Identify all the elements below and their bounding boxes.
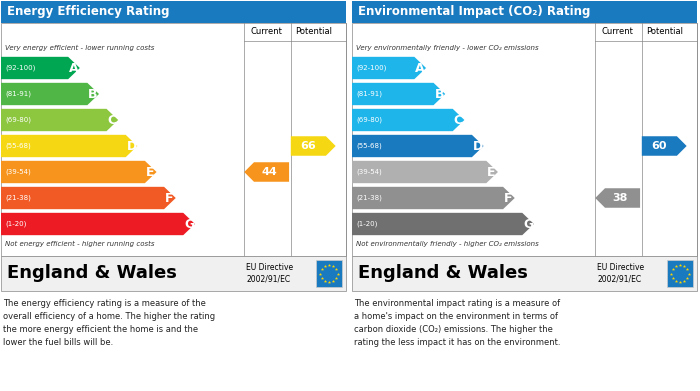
Text: Energy Efficiency Rating: Energy Efficiency Rating: [7, 5, 169, 18]
Polygon shape: [1, 213, 195, 235]
Text: (21-38): (21-38): [5, 195, 31, 201]
Bar: [1, 23, 346, 256]
Text: B: B: [435, 88, 444, 100]
Text: 66: 66: [300, 141, 316, 151]
Text: EU Directive
2002/91/EC: EU Directive 2002/91/EC: [246, 263, 293, 284]
Bar: [352, 256, 697, 291]
Text: Environmental Impact (CO₂) Rating: Environmental Impact (CO₂) Rating: [358, 5, 590, 18]
Polygon shape: [352, 83, 445, 105]
Polygon shape: [1, 135, 137, 157]
Text: 44: 44: [261, 167, 277, 177]
Text: G: G: [184, 217, 195, 231]
Polygon shape: [290, 136, 336, 156]
Text: E: E: [487, 165, 496, 179]
Text: England & Wales: England & Wales: [7, 264, 177, 283]
Text: Potential: Potential: [645, 27, 682, 36]
Bar: [316, 260, 342, 287]
Text: (39-54): (39-54): [356, 169, 382, 175]
Text: Not energy efficient - higher running costs: Not energy efficient - higher running co…: [5, 241, 155, 247]
Text: (81-91): (81-91): [356, 91, 382, 97]
Polygon shape: [352, 161, 498, 183]
Text: F: F: [504, 192, 512, 204]
Text: England & Wales: England & Wales: [358, 264, 528, 283]
Text: (81-91): (81-91): [5, 91, 31, 97]
Text: C: C: [108, 113, 117, 127]
Polygon shape: [352, 135, 484, 157]
Text: Very energy efficient - lower running costs: Very energy efficient - lower running co…: [5, 45, 155, 51]
Text: Very environmentally friendly - lower CO₂ emissions: Very environmentally friendly - lower CO…: [356, 45, 538, 51]
Polygon shape: [244, 162, 289, 182]
Polygon shape: [352, 109, 464, 131]
Text: (55-68): (55-68): [356, 143, 382, 149]
Text: EU Directive
2002/91/EC: EU Directive 2002/91/EC: [597, 263, 644, 284]
Polygon shape: [642, 136, 687, 156]
Bar: [352, 23, 697, 256]
Text: A: A: [415, 61, 425, 75]
Text: The environmental impact rating is a measure of
a home's impact on the environme: The environmental impact rating is a mea…: [354, 299, 561, 346]
Text: (55-68): (55-68): [5, 143, 31, 149]
Polygon shape: [595, 188, 640, 208]
Polygon shape: [352, 187, 514, 209]
Text: B: B: [88, 88, 98, 100]
Text: Current: Current: [602, 27, 634, 36]
Text: (69-80): (69-80): [356, 117, 382, 123]
Text: (92-100): (92-100): [5, 65, 36, 71]
Bar: [1, 1, 346, 23]
Polygon shape: [352, 57, 426, 79]
Text: Potential: Potential: [295, 27, 332, 36]
Text: G: G: [523, 217, 533, 231]
Text: The energy efficiency rating is a measure of the
overall efficiency of a home. T: The energy efficiency rating is a measur…: [3, 299, 215, 346]
Text: D: D: [127, 140, 137, 152]
Bar: [667, 260, 693, 287]
Text: (92-100): (92-100): [356, 65, 386, 71]
Text: (69-80): (69-80): [5, 117, 31, 123]
Polygon shape: [1, 161, 157, 183]
Text: A: A: [69, 61, 79, 75]
Text: 60: 60: [652, 141, 667, 151]
Polygon shape: [1, 187, 176, 209]
Text: (21-38): (21-38): [356, 195, 382, 201]
Bar: [1, 256, 346, 291]
Text: C: C: [454, 113, 463, 127]
Text: (39-54): (39-54): [5, 169, 31, 175]
Bar: [352, 1, 697, 23]
Text: (1-20): (1-20): [356, 221, 377, 227]
Text: 38: 38: [612, 193, 628, 203]
Text: E: E: [146, 165, 155, 179]
Polygon shape: [1, 83, 99, 105]
Text: Current: Current: [251, 27, 283, 36]
Text: D: D: [473, 140, 483, 152]
Text: F: F: [165, 192, 174, 204]
Polygon shape: [352, 213, 534, 235]
Polygon shape: [1, 109, 118, 131]
Text: (1-20): (1-20): [5, 221, 27, 227]
Text: Not environmentally friendly - higher CO₂ emissions: Not environmentally friendly - higher CO…: [356, 241, 539, 247]
Polygon shape: [1, 57, 80, 79]
